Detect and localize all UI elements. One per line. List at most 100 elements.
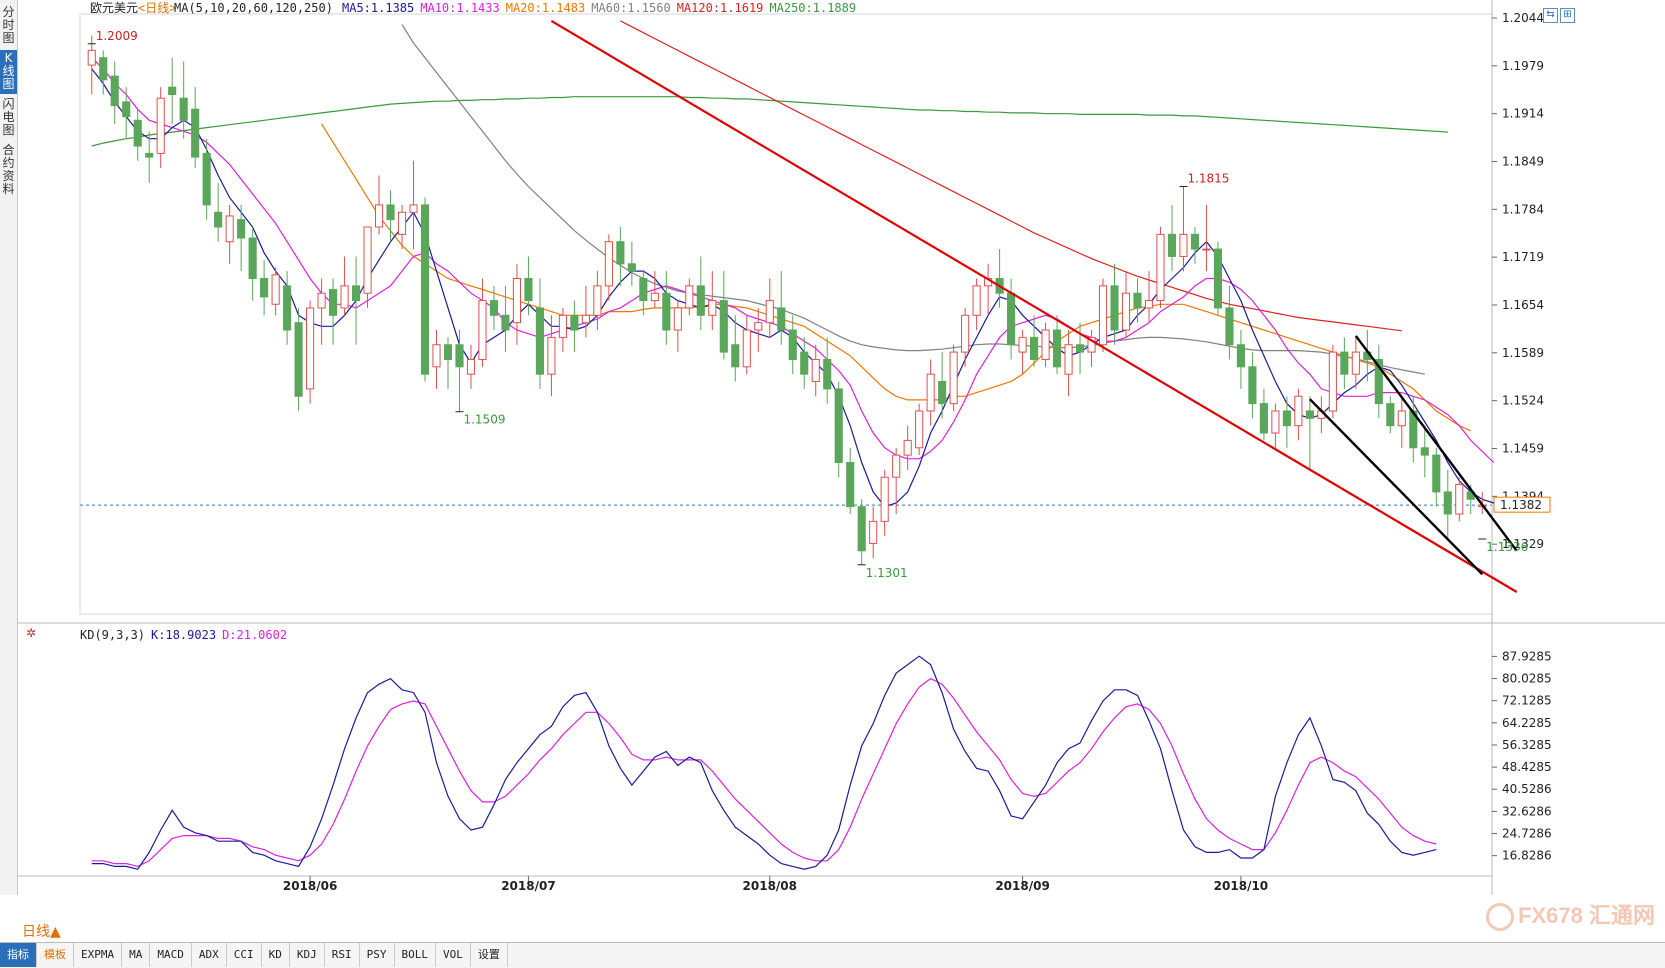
ma-value-label: MA20:1.1483 [506,1,585,15]
candle-down [260,278,269,298]
tab-timeshare-chart[interactable]: 分时图 [2,5,15,45]
candle-down [1432,454,1441,493]
period-selector[interactable]: 日线▲ [22,924,61,940]
candle-up [1202,248,1211,251]
expand-icon[interactable]: ⊞ [1560,8,1575,23]
kd-tick-label: 80.0285 [1502,672,1552,686]
candle-down [1213,248,1223,309]
black-channel-upper [1354,335,1518,552]
ma250-line [91,96,1448,147]
ma-value-label: MA250:1.1889 [769,1,856,15]
candle-up [581,314,590,324]
price-tick-label: 1.1979 [1502,59,1544,73]
tab-kd[interactable]: KD [262,943,290,967]
annotation-label: 1.2009 [96,29,138,43]
tab-rsi[interactable]: RSI [325,943,360,967]
price-tick-label: 1.1329 [1502,537,1544,551]
price-tick-label: 1.1784 [1502,202,1544,216]
tab-settings[interactable]: 设置 [471,943,508,967]
kd-settings-icon[interactable]: ✲ [26,626,36,640]
candle-down [386,204,395,221]
candle-down [524,278,533,302]
candle-up [1121,292,1131,331]
chart-window-controls: ⇆ ⊞ [1541,2,1575,23]
tab-expma[interactable]: EXPMA [74,943,123,967]
ma-value-label: MA10:1.1433 [420,1,499,15]
candle-down [237,219,246,239]
candle-down [696,285,705,316]
candle-up [397,211,407,235]
header-ma-params: MA(5,10,20,60,120,250) [174,1,333,15]
price-tick-label: 1.1654 [1502,298,1544,312]
candle-down [145,152,154,158]
candle-up [972,285,981,316]
tab-kdj[interactable]: KDJ [290,943,325,967]
black-channel-lower [1309,398,1484,576]
candle-down [420,204,430,375]
kline-chart[interactable]: 1.2044 1.1979 1.1914 1.1849 1.1784 1.1719 1.16… [18,0,1665,940]
tab-boll[interactable]: BOLL [395,943,436,967]
candle-up [466,358,476,375]
candle-down [1420,447,1429,456]
candle-down [662,292,671,331]
tab-cci[interactable]: CCI [227,943,262,967]
tab-lightning-chart[interactable]: 闪电图 [2,97,15,137]
candle-down [731,344,740,368]
candle-up [306,307,315,390]
kd-k-line [91,655,1437,870]
tab-adx[interactable]: ADX [192,943,227,967]
candle-up [926,373,935,412]
candle-up [1144,300,1154,309]
tab-ma[interactable]: MA [122,943,151,967]
candle-down [110,75,119,107]
candle-up [432,344,441,368]
candle-down [1305,410,1314,419]
candle-down [616,241,625,265]
kd-tick-label: 16.8286 [1502,849,1552,863]
candle-up [156,97,165,154]
candle-down [191,108,200,158]
candle-down [1052,329,1062,368]
tab-psy[interactable]: PSY [360,943,395,967]
kd-tick-label: 40.5286 [1502,782,1552,796]
candle-down [846,461,855,508]
tab-vol[interactable]: VOL [436,943,471,967]
candle-down [1190,233,1200,250]
ma60-line [401,24,1425,375]
kd-tick-label: 24.7286 [1502,827,1552,841]
moving-averages [91,20,1495,508]
candle-down [1030,336,1039,360]
ma-value-label: MA60:1.1560 [591,1,670,15]
indicator-tab-bar: 指标 模板 EXPMA MA MACD ADX CCI KD KDJ RSI PSY BOLL VOL 设… [0,942,1665,968]
tab-kline-chart[interactable]: K线图 [0,50,17,94]
candle-down [1386,403,1395,427]
candle-up [915,410,924,449]
candle-down [1075,344,1085,353]
annotation-label: 1.1815 [1187,172,1229,186]
candle-up [811,358,820,383]
candle-up [708,300,717,316]
candle-up [478,300,487,360]
annotation-label: 1.1301 [866,566,908,580]
tab-macd[interactable]: MACD [150,943,192,967]
candle-down [455,344,464,368]
candle-up [742,329,751,368]
zoom-fit-icon[interactable]: ⇆ [1543,8,1558,23]
ma5-line [91,68,1494,508]
candle-up [1455,484,1464,515]
ma20-line [321,123,1472,432]
tab-template[interactable]: 模板 [37,943,74,967]
kd-tick-label: 48.4285 [1502,760,1552,774]
candle-up [949,351,958,405]
time-tick-label: 2018/08 [743,879,797,893]
tab-contract-info[interactable]: 合约资料 [2,143,15,196]
candle-down [202,152,211,206]
candle-up [593,285,602,316]
price-annotations: 1.2009 1.1509 1.1301 1.1815 1.1336 [87,29,1528,580]
candle-down [1374,358,1383,405]
candle-down [248,237,257,280]
tab-indicator[interactable]: 指标 [0,943,37,967]
time-tick-label: 2018/06 [283,879,337,893]
kd-lines [91,655,1437,870]
price-tick-label: 1.1849 [1502,155,1544,169]
